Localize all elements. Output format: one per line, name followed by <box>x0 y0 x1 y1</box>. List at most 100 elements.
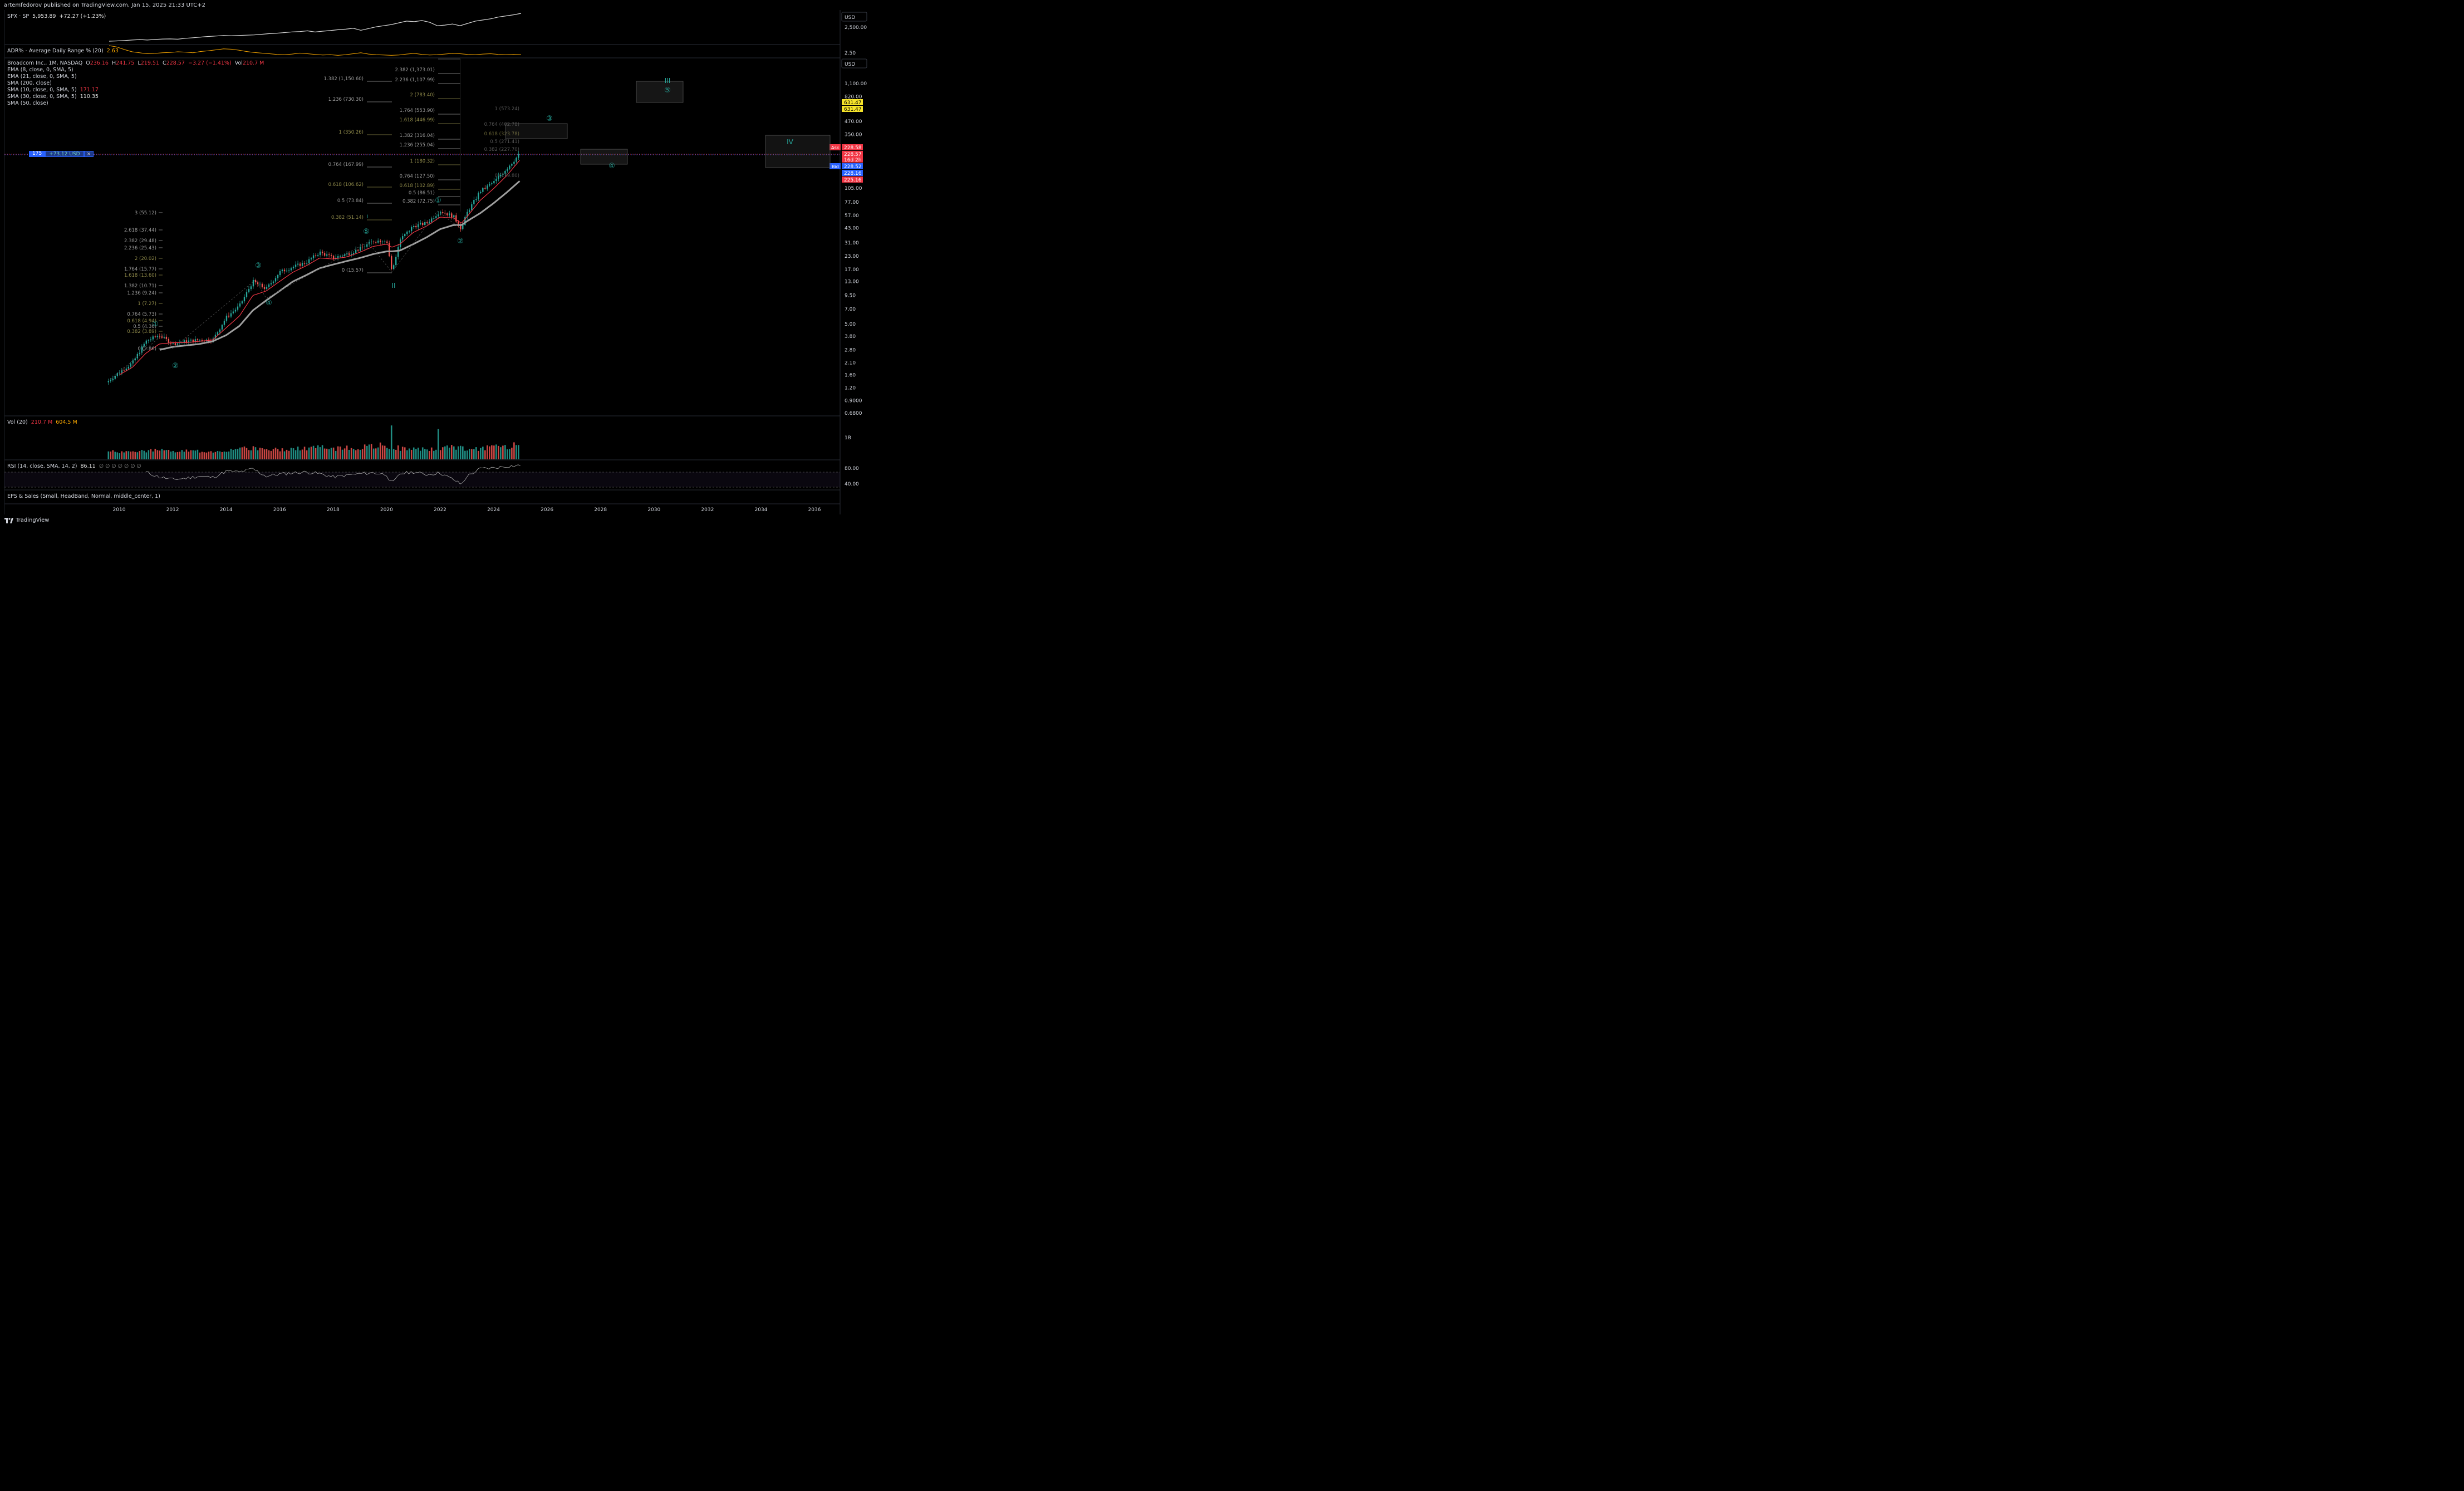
candle-body <box>493 180 495 184</box>
candle-body <box>274 278 277 282</box>
price-axis-tick: 5.00 <box>845 322 856 327</box>
volume-bar <box>348 449 350 459</box>
candle-body <box>446 213 448 215</box>
volume-bar <box>455 449 457 459</box>
volume-bar <box>292 448 294 459</box>
volume-bar <box>386 448 388 459</box>
volume-bar <box>484 450 486 459</box>
candle-body <box>172 343 174 344</box>
price-axis-tick: 470.00 <box>845 119 862 125</box>
price-axis-tick: 1.20 <box>845 385 856 391</box>
volume-bar <box>290 448 292 459</box>
volume-bar <box>404 447 406 459</box>
volume-bar <box>462 446 464 459</box>
volume-bar <box>415 449 417 459</box>
chart-canvas[interactable]: 2010 2012 2014 2016 2018 2020 2022 2024 2026 2028… <box>0 0 873 528</box>
volume-bar <box>312 445 315 459</box>
eps-legend: EPS & Sales (Small, HeadBand, Normal, mi… <box>7 493 160 500</box>
close-value: 228.57 <box>166 60 185 66</box>
volume-bar <box>372 448 375 459</box>
volume-bar <box>112 450 114 459</box>
price-axis-tick: 105.00 <box>845 186 862 192</box>
indicator-label: SMA (50, close) <box>7 100 48 106</box>
volume-bar <box>165 450 168 459</box>
indicator-row[interactable]: SMA (30, close, 0, SMA, 5) 110.35 <box>7 94 264 100</box>
volume-bar <box>176 452 179 459</box>
volume-bar <box>183 452 185 459</box>
volume-bar <box>364 444 366 459</box>
close-position-icon[interactable]: × <box>84 151 94 157</box>
candle-body <box>294 264 297 267</box>
candle-body <box>121 370 123 373</box>
footer-brand[interactable]: TradingView <box>4 517 49 523</box>
volume-bar <box>516 445 517 459</box>
position-tag[interactable]: 175 +73.12 USD × <box>29 151 94 157</box>
volume-bar <box>190 450 192 459</box>
candle-body <box>228 315 230 317</box>
volume-bar <box>384 445 386 459</box>
fib-left-label: 1 (7.27) <box>138 301 156 307</box>
indicator-row[interactable]: SMA (200, close) <box>7 80 264 87</box>
time-axis-label: 2026 <box>541 507 553 513</box>
volume-bar <box>446 445 448 459</box>
indicator-row[interactable]: SMA (10, close, 0, SMA, 5) 171.17 <box>7 87 264 94</box>
volume-bar <box>130 452 132 459</box>
wave-label-circled: ⑤ <box>664 86 671 95</box>
eps-label: EPS & Sales (Small, HeadBand, Normal, mi… <box>7 493 160 499</box>
volume-bar <box>413 447 415 459</box>
fib-left-label: 2.382 (29.48) <box>124 238 156 244</box>
volume-bar <box>480 448 482 459</box>
spx-change: +72.27 (+1.23%) <box>59 13 106 19</box>
candle-body <box>156 336 159 337</box>
volume-bar <box>448 448 450 459</box>
candle-body <box>192 340 194 342</box>
volume-bar <box>179 452 181 459</box>
time-axis-label: 2022 <box>434 507 446 513</box>
fib-left-label: 0.5 (4.36) <box>133 324 156 330</box>
volume-bar <box>388 449 390 459</box>
price-axis-tick: 31.00 <box>845 241 859 246</box>
low-value: 219.51 <box>140 60 159 66</box>
volume-bar <box>424 449 426 459</box>
volume-bar <box>306 450 308 459</box>
fib-mid-label: 0.618 (106.62) <box>328 182 364 188</box>
candle-body <box>377 241 379 243</box>
volume-bar <box>268 450 270 459</box>
candle-body <box>225 315 228 321</box>
candle-body <box>319 251 321 255</box>
indicator-row[interactable]: EMA (8, close, 0, SMA, 5) <box>7 67 264 73</box>
price-axis-tick: 43.00 <box>845 226 859 232</box>
volume-bar <box>319 447 321 459</box>
volume-bar <box>464 450 466 459</box>
position-qty: 175 <box>29 151 46 157</box>
price-axis-tick: 57.00 <box>845 213 859 219</box>
indicator-row[interactable]: SMA (50, close) <box>7 100 264 107</box>
volume-bar <box>294 450 297 459</box>
volume-bar <box>504 445 506 459</box>
volume-bar <box>355 450 357 459</box>
wave-label-circled: ④ <box>608 162 615 170</box>
candle-body <box>114 375 116 379</box>
candle-body <box>335 257 337 259</box>
volume-bar <box>194 450 197 459</box>
volume-bar <box>310 447 312 459</box>
price-axis-tick: 23.00 <box>845 254 859 259</box>
time-axis-label: 2010 <box>113 507 126 513</box>
indicator-row[interactable]: EMA (21, close, 0, SMA, 5) <box>7 73 264 80</box>
candle-body <box>473 200 475 204</box>
price-axis-tick: 9.50 <box>845 293 856 299</box>
indicator-label: EMA (8, close, 0, SMA, 5) <box>7 67 73 73</box>
fib-small-label: 0.764 (402.78) <box>484 122 519 127</box>
candle-body <box>246 292 248 297</box>
candle-body <box>500 175 502 176</box>
volume-bar <box>286 449 288 459</box>
volume-bar <box>150 449 152 459</box>
fib-mid-label: 1 (350.26) <box>339 130 364 135</box>
candle-body <box>455 215 457 222</box>
candle-body <box>134 358 136 361</box>
indicator-value: 171.17 <box>76 87 99 93</box>
volume-bar <box>279 451 281 459</box>
candle-body <box>418 224 419 228</box>
price-tag-bg <box>842 151 863 157</box>
candle-body <box>252 279 254 287</box>
